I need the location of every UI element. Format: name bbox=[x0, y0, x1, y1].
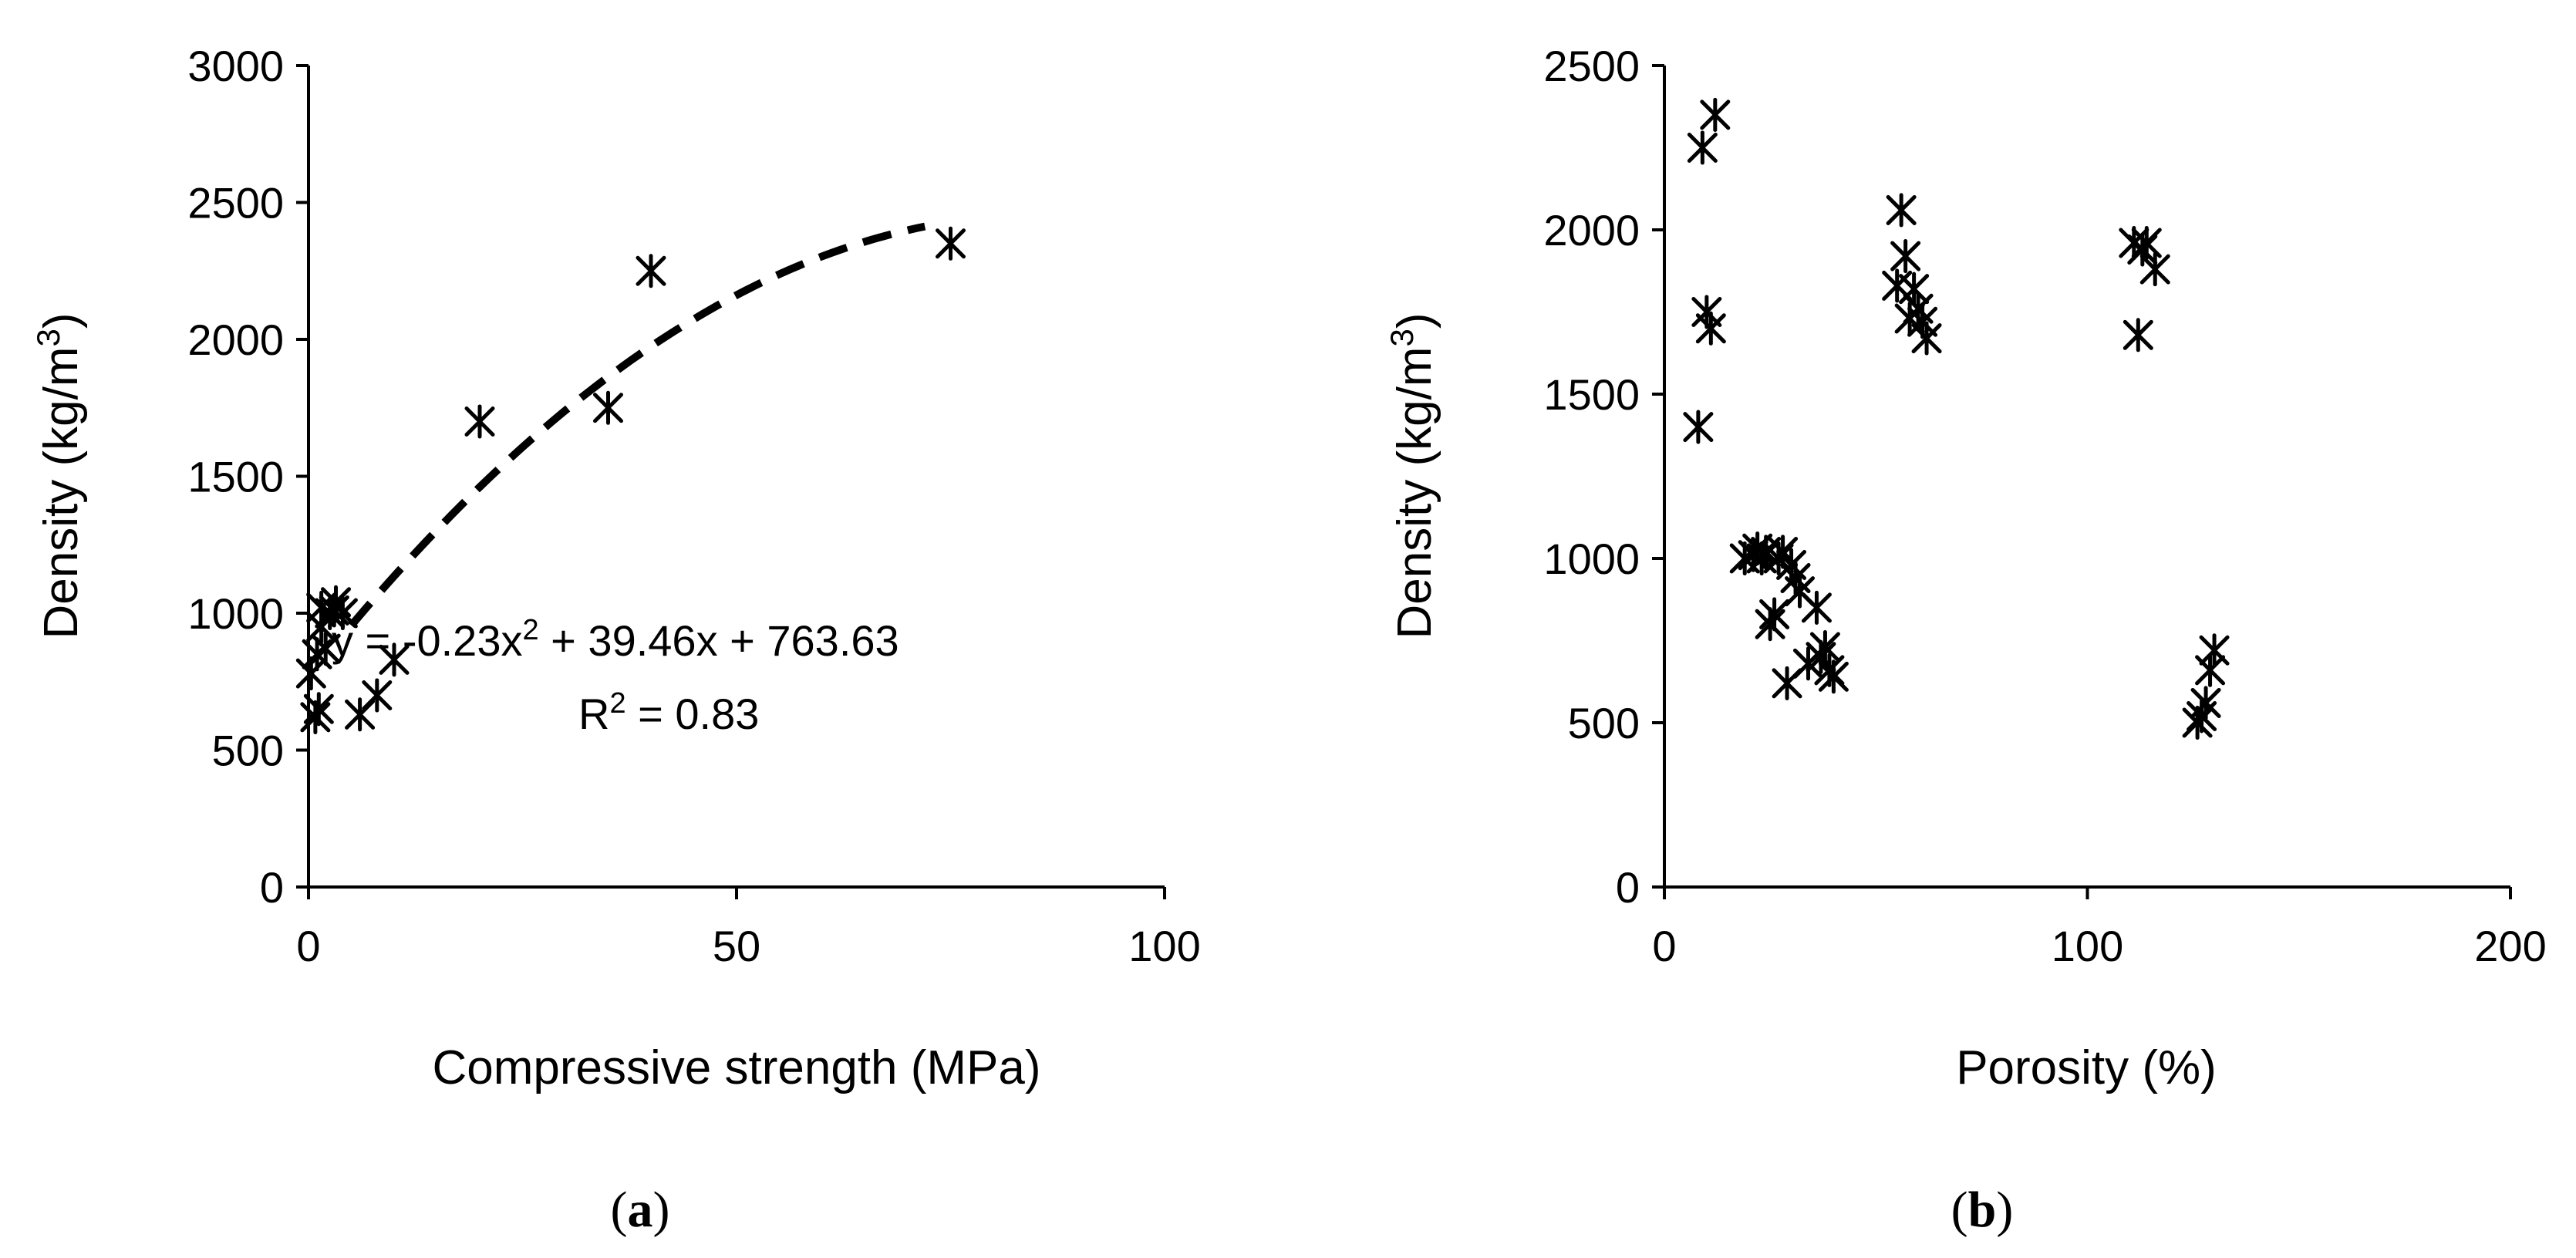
panel-a-y-axis-title: Density (kg/m3) bbox=[30, 313, 89, 639]
panel-a-y-tick-label: 3000 bbox=[187, 42, 284, 90]
panel-b-data-point bbox=[1683, 410, 1714, 444]
panel-b-x-tick-label: 0 bbox=[1652, 922, 1676, 970]
panel-a-y-ticks: 0 500 1000 1500 2000 2500 3000 bbox=[187, 42, 309, 912]
panel-b-data-point bbox=[2131, 225, 2162, 261]
panel-a-trendline bbox=[348, 222, 926, 629]
panel-b-y-tick-label: 0 bbox=[1616, 863, 1640, 912]
panel-b-data-point bbox=[1899, 271, 1930, 306]
panel-b-x-ticks: 0 100 200 bbox=[1652, 887, 2547, 970]
panel-a-data-point bbox=[593, 390, 623, 425]
panel-a-y-tick-label: 1000 bbox=[187, 589, 284, 638]
panel-b-y-axis-title: Density (kg/m3) bbox=[1384, 313, 1442, 639]
panel-b-data-point bbox=[1687, 130, 1718, 165]
panel-b-data-point bbox=[1801, 590, 1832, 625]
panel-b-y-tick-label: 2500 bbox=[1543, 42, 1640, 90]
panel-b-data-point bbox=[1911, 321, 1942, 356]
panel-a-points bbox=[295, 226, 966, 734]
panel-a-data-point bbox=[936, 226, 966, 261]
panel-b-x-tick-label: 200 bbox=[2474, 922, 2546, 970]
panel-b-label: (b) bbox=[1951, 1182, 2014, 1238]
panel-a-y-tick-label: 2500 bbox=[187, 179, 284, 228]
panel-b-chart: 0 500 1000 1500 2000 2500 0 100 200 Porosity (%… bbox=[1384, 42, 2547, 1238]
panel-a-data-point bbox=[464, 404, 495, 439]
panel-a-label: (a) bbox=[611, 1182, 670, 1238]
panel-a-x-ticks: 0 50 100 bbox=[296, 887, 1201, 970]
panel-a-trend-equation: y = -0.23x2 + 39.46x + 763.63 bbox=[332, 614, 899, 665]
panel-a-r-squared: R2 = 0.83 bbox=[578, 687, 759, 738]
panel-b-y-tick-label: 2000 bbox=[1543, 206, 1640, 255]
panel-b-data-point bbox=[1755, 607, 1785, 642]
panel-a-x-axis-title: Compressive strength (MPa) bbox=[432, 1041, 1040, 1094]
panel-b-data-point bbox=[2123, 318, 2153, 352]
panel-a-data-point bbox=[636, 254, 666, 288]
panel-b-data-point bbox=[1818, 659, 1849, 694]
panel-b-x-axis-title: Porosity (%) bbox=[1956, 1041, 2217, 1094]
panel-b-data-point bbox=[2195, 653, 2226, 687]
panel-b-points bbox=[1683, 97, 2230, 740]
panel-a-data-point bbox=[362, 678, 393, 713]
panel-a-y-tick-label: 2000 bbox=[187, 315, 284, 364]
panel-b-data-point bbox=[1886, 193, 1917, 228]
panel-a-data-point bbox=[303, 692, 334, 727]
panel-b-x-tick-label: 100 bbox=[2052, 922, 2123, 970]
panel-b-data-point bbox=[2139, 252, 2170, 287]
panel-b-data-point bbox=[1772, 666, 1802, 700]
panel-a-y-tick-label: 1500 bbox=[187, 453, 284, 501]
panel-a-chart: 0 500 1000 1500 2000 2500 3000 0 50 100 y = -0.2… bbox=[30, 42, 1201, 1238]
panel-b-data-point bbox=[1700, 97, 1731, 132]
panel-b-y-ticks: 0 500 1000 1500 2000 2500 bbox=[1543, 42, 1664, 912]
panel-a-data-point bbox=[295, 656, 326, 691]
panel-b-y-tick-label: 1000 bbox=[1543, 535, 1640, 583]
panel-b-y-tick-label: 500 bbox=[1568, 699, 1640, 747]
panel-b-data-point bbox=[1890, 239, 1921, 274]
panel-a-data-point bbox=[327, 595, 358, 631]
panel-b-y-tick-label: 1500 bbox=[1543, 370, 1640, 419]
panel-b-data-point bbox=[2190, 686, 2221, 720]
panel-b-data-point bbox=[2199, 633, 2230, 668]
panel-a-y-tick-label: 500 bbox=[212, 727, 284, 775]
panel-b-data-point bbox=[1695, 311, 1726, 346]
panel-a-x-tick-label: 0 bbox=[296, 922, 320, 970]
panel-b-data-point bbox=[1759, 597, 1790, 632]
panel-a-data-point bbox=[379, 642, 410, 677]
panel-a-x-tick-label: 100 bbox=[1128, 922, 1200, 970]
panel-a-data-point bbox=[310, 632, 341, 666]
panel-a-x-tick-label: 50 bbox=[713, 922, 760, 970]
panel-a-y-tick-label: 0 bbox=[260, 863, 284, 912]
